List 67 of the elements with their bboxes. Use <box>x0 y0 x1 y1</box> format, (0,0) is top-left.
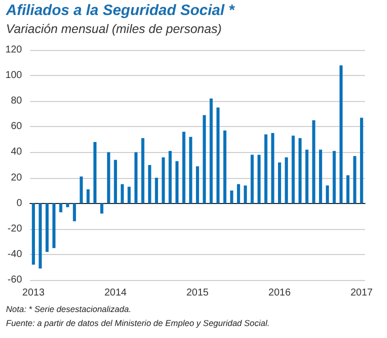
bar <box>93 142 96 204</box>
bar <box>360 118 364 204</box>
bar <box>202 115 206 204</box>
bar <box>244 185 247 204</box>
chart-subtitle: Variación mensual (miles de personas) <box>6 22 222 36</box>
bar <box>38 203 42 268</box>
bar <box>216 108 220 204</box>
y-tick-label: 60 <box>10 121 22 132</box>
bar <box>298 138 302 204</box>
source-note: Fuente: a partir de datos del Ministerio de Empleo y Seguridad Social. <box>6 317 270 330</box>
y-tick-label: 80 <box>10 96 22 107</box>
bar <box>154 178 158 204</box>
chart-title: Afiliados a la Seguridad Social * <box>6 2 234 19</box>
bar <box>236 184 240 204</box>
y-tick-label: -20 <box>8 223 22 234</box>
y-tick-label: 20 <box>10 172 22 184</box>
y-tick-label: 0 <box>16 198 22 209</box>
x-tick-label: 2016 <box>268 288 292 298</box>
bar <box>32 203 35 265</box>
text: Nota: * Serie desestacionalizada. <box>6 303 132 316</box>
bar <box>189 136 192 204</box>
bar <box>353 156 356 204</box>
bar <box>52 203 56 248</box>
x-tick-label: 2013 <box>22 288 45 298</box>
bar <box>312 120 316 204</box>
bar <box>148 165 152 204</box>
bar <box>162 157 165 204</box>
bar <box>120 184 124 204</box>
x-tick-label: 2014 <box>104 288 128 298</box>
bar <box>271 133 274 204</box>
bar <box>230 190 234 204</box>
bar <box>257 154 261 204</box>
y-tick-label: 40 <box>10 146 22 158</box>
bar <box>284 157 288 204</box>
bar <box>107 152 110 204</box>
y-tick-label: 120 <box>5 44 22 56</box>
bar <box>319 150 322 204</box>
bar <box>182 132 186 204</box>
bar <box>134 152 138 204</box>
bar <box>175 161 179 204</box>
y-tick-label: -60 <box>8 274 22 286</box>
bar <box>196 166 200 204</box>
bar <box>223 130 226 204</box>
bar <box>326 185 329 204</box>
bar <box>305 150 308 204</box>
bar <box>250 154 254 204</box>
bar <box>80 176 83 204</box>
x-tick-label: 2017 <box>350 288 374 298</box>
bar <box>128 186 131 204</box>
bar <box>168 150 172 204</box>
bar <box>210 98 213 204</box>
bar <box>346 175 350 204</box>
bar <box>340 65 343 204</box>
bar <box>46 203 49 252</box>
bar <box>292 136 295 204</box>
bar <box>141 138 144 204</box>
x-tick-label: 2015 <box>186 288 210 298</box>
bar <box>114 160 117 204</box>
bar <box>59 203 62 212</box>
bar <box>100 203 104 214</box>
bar <box>264 134 268 204</box>
bar <box>278 162 282 204</box>
bar <box>72 203 76 222</box>
y-tick-label: 100 <box>5 70 22 82</box>
bar <box>332 150 336 204</box>
y-tick-label: -40 <box>8 248 22 260</box>
bar <box>86 189 90 204</box>
